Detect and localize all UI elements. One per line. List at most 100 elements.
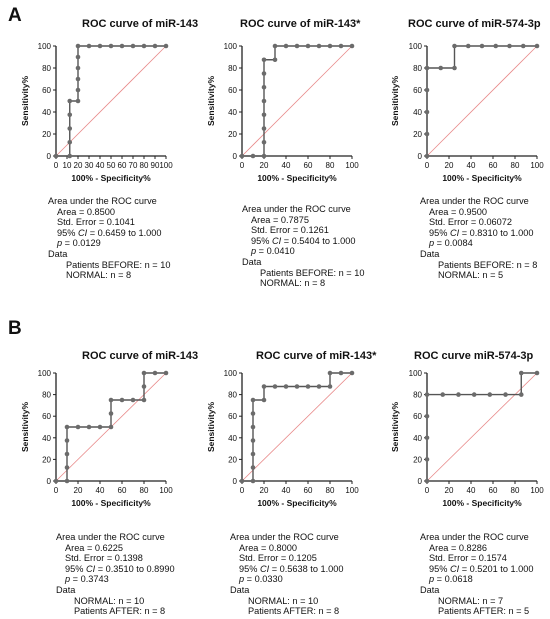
stats-ci-label: CI (271, 235, 282, 246)
stats-p-label: p (57, 238, 63, 249)
roc-point (75, 424, 81, 430)
stats-area: Area = 0.9500 (429, 206, 487, 217)
stats-heading: Area under the ROC curve (242, 204, 351, 214)
roc-point (119, 397, 125, 403)
roc-point (534, 43, 540, 49)
stats-p: p = 0.3743 (56, 574, 175, 585)
roc-point (305, 43, 311, 49)
stats-ci-value: = 0.5201 to 1.000 (459, 563, 534, 574)
y-tick-label: 40 (413, 108, 422, 117)
roc-point (250, 397, 256, 403)
y-axis-title: Sensitivity% (20, 76, 30, 127)
roc-point (349, 43, 355, 49)
x-tick-label: 40 (96, 161, 105, 170)
roc-point (67, 126, 73, 131)
roc-point (108, 411, 114, 416)
reference-line (241, 45, 353, 157)
y-tick-label: 60 (42, 86, 51, 95)
stats-ci-prefix: 95% (429, 227, 450, 238)
y-tick-label: 40 (42, 434, 51, 443)
roc-point (305, 384, 311, 389)
stats-std-error: Std. Error = 0.06072 (429, 217, 512, 228)
stats-heading: Area under the ROC curve (48, 196, 157, 206)
reference-line (55, 45, 167, 157)
x-tick-label: 60 (489, 161, 498, 170)
stats-group-1: NORMAL: n = 10 (248, 595, 319, 606)
y-tick-label: 40 (413, 434, 422, 443)
stats-p: p = 0.0618 (420, 574, 533, 585)
y-tick-label: 80 (228, 64, 237, 73)
x-tick-label: 0 (54, 486, 59, 495)
stats-group-2: NORMAL: n = 5 (438, 270, 504, 281)
roc-point (64, 424, 70, 430)
y-tick-label: 0 (233, 152, 238, 161)
roc-point (261, 112, 267, 118)
roc-point (141, 43, 147, 49)
roc-point (424, 65, 430, 71)
x-tick-label: 80 (511, 486, 520, 495)
x-tick-label: 40 (96, 486, 105, 495)
x-tick-label: 100 (530, 486, 544, 495)
x-tick-label: 20 (74, 161, 83, 170)
roc-point (64, 451, 70, 457)
stats-area: Area = 0.6225 (65, 542, 123, 553)
roc-point (424, 131, 430, 137)
y-tick-label: 100 (409, 369, 423, 378)
stats-group-2: Patients AFTER: n = 5 (438, 606, 530, 617)
x-tick-label: 30 (85, 161, 94, 170)
roc-point (261, 139, 267, 145)
x-axis-title: 100% - Specificity% (257, 498, 337, 508)
roc-curve-line (242, 45, 352, 157)
roc-curve-line (56, 45, 166, 157)
roc-point (97, 43, 103, 49)
x-tick-label: 100 (345, 486, 359, 495)
y-tick-label: 60 (228, 86, 237, 95)
roc-point (86, 424, 92, 430)
x-tick-label: 60 (489, 486, 498, 495)
y-tick-label: 80 (413, 391, 422, 400)
roc-point (108, 424, 114, 430)
stats-area: Area = 0.8500 (57, 206, 115, 217)
panel-label-a: A (8, 5, 22, 26)
x-tick-label: 20 (445, 486, 454, 495)
roc-curve-line (242, 372, 352, 482)
stats-group-2: Patients AFTER: n = 8 (248, 606, 340, 617)
stats-data-heading: Data (48, 248, 68, 259)
stats-p-value: = 0.0330 (244, 574, 283, 585)
stats-ci-label: CI (449, 227, 460, 238)
stats-std-error: Std. Error = 0.1261 (251, 225, 329, 236)
roc-point (250, 465, 256, 470)
roc-point (283, 43, 289, 49)
y-tick-label: 60 (413, 412, 422, 421)
stats-area: Area = 0.8286 (429, 542, 487, 553)
roc-point (97, 424, 103, 430)
x-tick-label: 80 (326, 161, 335, 170)
roc-point (272, 384, 278, 389)
x-tick-label: 90 (151, 161, 160, 170)
roc-point (452, 43, 457, 49)
roc-point (520, 43, 526, 49)
roc-point (272, 43, 278, 49)
x-tick-label: 80 (326, 486, 335, 495)
stats-area: Area = 0.7875 (251, 214, 309, 225)
stats-ci: 95% CI = 0.5404 to 1.000 (242, 236, 364, 247)
x-tick-label: 100 (345, 161, 359, 170)
chart-title: ROC curve of miR-143 (82, 350, 199, 362)
x-tick-label: 0 (425, 161, 430, 170)
roc-point (424, 478, 430, 484)
stats-std-error: Std. Error = 0.1574 (429, 553, 507, 564)
roc-point (64, 478, 70, 484)
x-tick-label: 60 (118, 161, 127, 170)
stats-std-error: Std. Error = 0.1041 (57, 217, 135, 228)
stats-p: p = 0.0084 (420, 238, 537, 249)
roc-point (75, 43, 81, 49)
roc-point (327, 384, 333, 389)
stats-group-1: Patients BEFORE: n = 10 (66, 259, 171, 270)
roc-point (239, 153, 245, 159)
roc-point (250, 478, 256, 484)
y-tick-label: 80 (42, 64, 51, 73)
roc-point (424, 87, 430, 93)
roc-point (294, 43, 300, 49)
stats-p: p = 0.0330 (230, 574, 343, 585)
